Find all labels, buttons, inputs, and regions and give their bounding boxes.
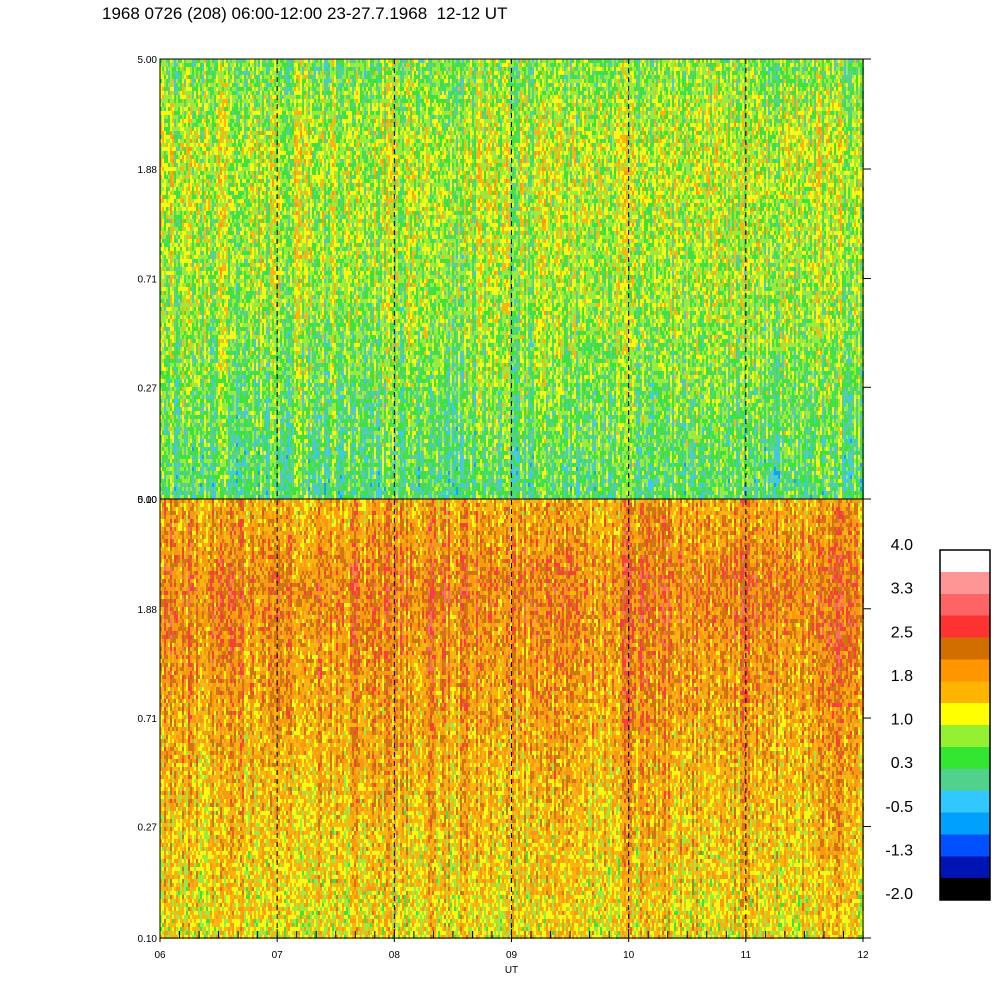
colorbar-swatch bbox=[940, 791, 990, 813]
x-tick-label: 06 bbox=[154, 950, 166, 961]
colorbar-swatch bbox=[940, 769, 990, 791]
colorbar-swatch bbox=[940, 725, 990, 747]
x-tick-label: 09 bbox=[506, 950, 518, 961]
y-tick-label: 1.88 bbox=[138, 605, 158, 616]
y-tick-label: 5.00 bbox=[138, 55, 158, 66]
colorbar-swatch bbox=[940, 813, 990, 835]
colorbar: 4.0 3.3 2.5 1.8 1.0 0.3 -0.5 -1.3 -2.0 bbox=[885, 537, 990, 903]
x-tick-label: 07 bbox=[272, 950, 284, 961]
y-tick-label: 1.88 bbox=[138, 165, 158, 176]
colorbar-label: 1.8 bbox=[891, 668, 913, 685]
colorbar-swatch bbox=[940, 681, 990, 703]
colorbar-label: 4.0 bbox=[891, 537, 913, 554]
x-tick-label: 08 bbox=[389, 950, 401, 961]
colorbar-swatch bbox=[940, 616, 990, 638]
colorbar-swatch bbox=[940, 659, 990, 681]
colorbar-label: 1.0 bbox=[891, 712, 913, 729]
y-tick-label: 0.10 bbox=[138, 934, 158, 945]
colorbar-swatch bbox=[940, 834, 990, 856]
colorbar-swatch bbox=[940, 572, 990, 594]
colorbar-swatch bbox=[940, 550, 990, 572]
colorbar-label: 0.3 bbox=[891, 755, 913, 772]
colorbar-swatch bbox=[940, 703, 990, 725]
y-tick-label: 5.00 bbox=[138, 495, 158, 506]
y-tick-label: 0.71 bbox=[138, 714, 158, 725]
colorbar-label: -2.0 bbox=[885, 886, 913, 903]
colorbar-swatch bbox=[940, 878, 990, 900]
x-tick-label: 12 bbox=[857, 950, 869, 961]
colorbar-label: -0.5 bbox=[885, 799, 913, 816]
y-tick-label: 0.71 bbox=[138, 275, 158, 286]
x-tick-label: 10 bbox=[623, 950, 635, 961]
colorbar-swatch bbox=[940, 594, 990, 616]
colorbar-swatch bbox=[940, 747, 990, 769]
colorbar-label: 2.5 bbox=[891, 624, 913, 641]
y-tick-label: 0.27 bbox=[138, 383, 158, 394]
colorbar-label: -1.3 bbox=[885, 842, 913, 859]
x-axis-label: UT bbox=[505, 965, 518, 976]
y-tick-label: 0.27 bbox=[138, 823, 158, 834]
colorbar-swatch bbox=[940, 856, 990, 878]
colorbar-label: 3.3 bbox=[891, 581, 913, 598]
x-tick-label: 11 bbox=[741, 950, 752, 961]
colorbar-swatch bbox=[940, 638, 990, 660]
